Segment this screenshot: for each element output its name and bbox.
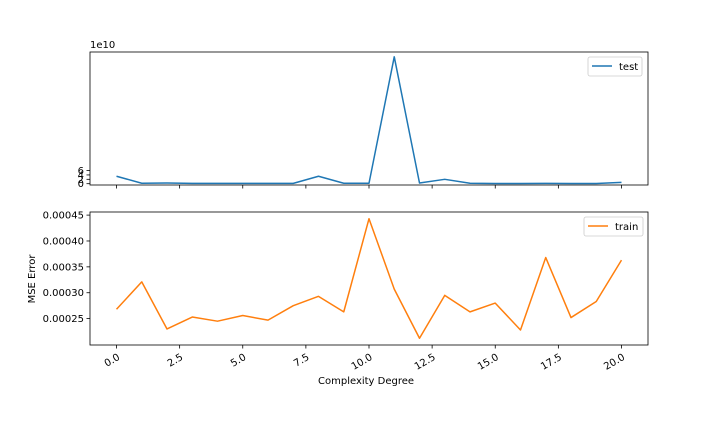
top-legend: test [587, 56, 643, 77]
y-tick-label: 0.00045 [43, 211, 84, 222]
y-tick-label: 2 [78, 175, 84, 186]
y-tick-label: 0.00030 [43, 288, 84, 299]
bottom-x-axis-label: Complexity Degree [318, 376, 414, 387]
train-legend-label: train [615, 222, 638, 233]
y-tick-label: 6 [78, 166, 84, 177]
top-scale-label: 1e10 [90, 40, 115, 51]
train-series-line [115, 217, 623, 340]
test-legend-label: test [619, 62, 638, 73]
bottom-legend-box [583, 216, 644, 237]
y-tick-label: 4 [78, 170, 84, 181]
y-tick-label: 0 [78, 179, 84, 190]
y-tick-label: 0.00040 [43, 236, 84, 247]
y-tick-label: 0.00035 [43, 262, 84, 273]
test-series-line [116, 56, 622, 185]
y-tick-label: 0.00025 [43, 314, 84, 325]
bottom-legend: train [583, 216, 644, 237]
top-x-ticks [116, 185, 622, 189]
bottom-y-ticks: 0.00025 0.00030 0.00035 0.00040 0.00045 [43, 211, 90, 325]
top-legend-box [587, 56, 643, 77]
bottom-y-axis-label: MSE Error [27, 254, 38, 304]
